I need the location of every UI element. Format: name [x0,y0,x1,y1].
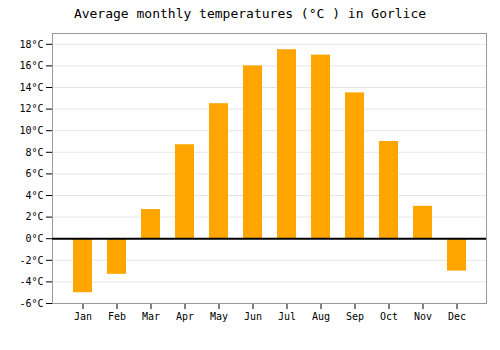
svg-text:Feb: Feb [108,311,126,322]
svg-text:Sep: Sep [346,311,364,322]
svg-text:Jun: Jun [244,311,262,322]
svg-text:12°C: 12°C [19,103,43,114]
svg-text:May: May [210,311,228,322]
svg-text:Aug: Aug [312,311,330,322]
svg-text:18°C: 18°C [19,39,43,50]
svg-text:Jul: Jul [278,311,296,322]
svg-text:6°C: 6°C [25,168,43,179]
html-text:Average monthly temperatures (: Average monthly temperatures (°C ) in Go… [73,6,427,21]
svg-text:-2°C: -2°C [19,255,43,266]
svg-text:0°C: 0°C [25,233,43,244]
svg-text:-6°C: -6°C [19,298,43,309]
svg-text:Dec: Dec [448,311,466,322]
svg-text:-4°C: -4°C [19,276,43,287]
svg-text:4°C: 4°C [25,190,43,201]
svg-text:Apr: Apr [176,311,194,322]
svg-text:10°C: 10°C [19,125,43,136]
svg-text:16°C: 16°C [19,60,43,71]
svg-text:14°C: 14°C [19,82,43,93]
svg-text:Oct: Oct [380,311,398,322]
svg-text:Jan: Jan [74,311,92,322]
svg-text:8°C: 8°C [25,147,43,158]
svg-text:Mar: Mar [142,311,160,322]
svg-text:Nov: Nov [414,311,432,322]
svg-text:2°C: 2°C [25,211,43,222]
